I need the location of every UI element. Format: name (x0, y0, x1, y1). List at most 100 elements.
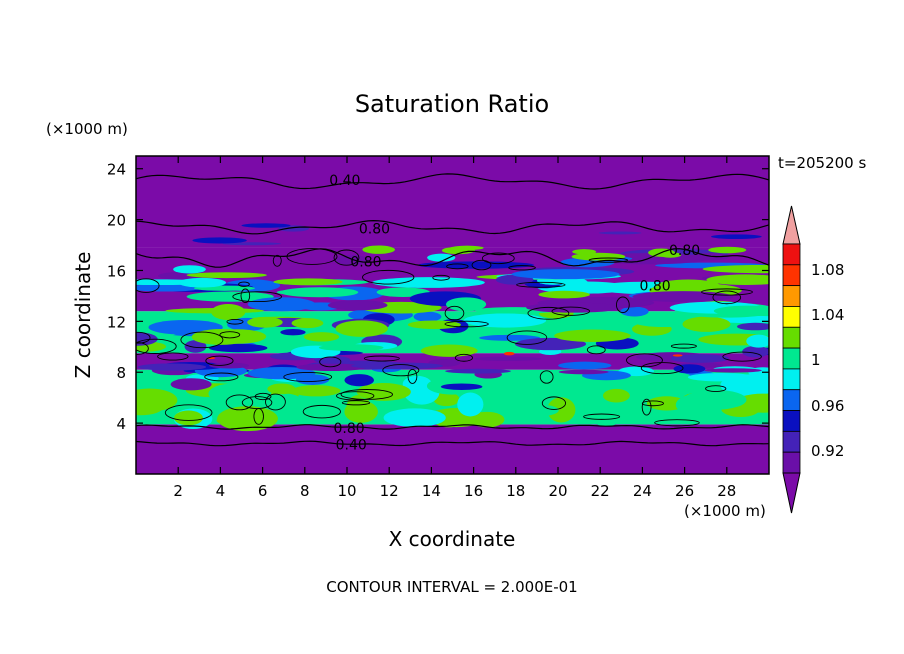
chart-title: Saturation Ratio (355, 90, 549, 118)
contour-line-040-lower (136, 440, 769, 447)
field-patch (351, 362, 444, 370)
contour-loop (283, 372, 333, 382)
field-patch (178, 277, 227, 288)
y-tick-label: 4 (116, 415, 126, 433)
field-patch (417, 261, 535, 269)
field-patch (136, 388, 178, 412)
contour-loop (363, 355, 400, 362)
contour-labels: 0.400.800.800.800.800.800.40 (329, 173, 700, 454)
contour-loop (341, 400, 371, 406)
colorbar-under-arrow (782, 472, 801, 514)
colorbar-segment (782, 306, 801, 328)
contour-loop (136, 331, 151, 344)
field-patch (186, 272, 267, 279)
contour-loop (286, 248, 338, 265)
contour-loop (626, 353, 663, 368)
contour-loop (551, 306, 591, 316)
field-patch (440, 383, 483, 390)
contour-loop (232, 291, 282, 303)
contour-label: 0.80 (334, 421, 365, 437)
contour-loop (238, 281, 250, 287)
field-patch (736, 322, 769, 331)
y-axis: 4 8 12 16 20 24 (107, 161, 769, 433)
field-patch (170, 378, 212, 391)
field-patch (659, 252, 682, 258)
contour-loop (362, 269, 415, 285)
field-patch (558, 361, 612, 370)
contour-loop (136, 338, 177, 354)
contour-loop (136, 278, 160, 293)
field-patch (247, 297, 316, 312)
colorbar-label: 0.92 (811, 442, 844, 460)
field-patch (192, 237, 247, 244)
contour-label: 0.80 (669, 243, 700, 259)
contour-loop (444, 320, 489, 328)
field-patch (276, 289, 321, 295)
y-axis-title: Z coordinate (71, 252, 95, 379)
field-patch (742, 345, 769, 358)
contour-loop (640, 362, 684, 375)
contour-line-080-lower (136, 424, 769, 430)
y-tick-label: 20 (107, 212, 126, 230)
contour-loop (541, 396, 567, 410)
contour-loop (705, 385, 727, 392)
field-patch (511, 269, 620, 280)
field-patch (173, 410, 203, 426)
contour-loop (670, 343, 697, 349)
contour-loop (527, 306, 570, 320)
field-patch (173, 265, 206, 274)
x-unit-label: (×1000 m) (684, 502, 766, 520)
field-patch (598, 231, 642, 235)
field-patch (572, 249, 597, 255)
contour-interval-label: CONTOUR INTERVAL = 2.000E-01 (326, 578, 577, 596)
x-tick-label: 10 (337, 482, 356, 500)
field-patch (247, 316, 283, 328)
contour-loop (722, 351, 762, 362)
field-patch (682, 316, 731, 332)
field-patch (690, 253, 729, 261)
colorbar-segment (782, 285, 801, 307)
contour-loop (319, 356, 342, 368)
y-tick-label: 16 (107, 262, 126, 280)
contour-line-080-mid (136, 248, 769, 268)
field-patch (656, 279, 721, 293)
x-tick-label: 4 (216, 482, 226, 500)
field-patch (267, 383, 296, 395)
contour-loop (240, 288, 251, 304)
field-patch (136, 332, 158, 346)
contour-loop (516, 281, 566, 288)
field-patch (457, 392, 484, 417)
colorbar-segment (782, 243, 801, 266)
field-patch (327, 300, 388, 311)
x-tick-label: 28 (717, 482, 736, 500)
x-tick-label: 18 (506, 482, 525, 500)
field-patch (713, 305, 769, 317)
contour-lines (136, 173, 769, 447)
field-patch (558, 369, 609, 375)
field-patch (526, 302, 621, 313)
field-patch (383, 408, 446, 428)
contour-loop (539, 370, 554, 384)
field-band (136, 424, 769, 474)
field-patch (670, 354, 729, 363)
plot-frame (135, 155, 770, 475)
x-tick-label: 8 (300, 482, 310, 500)
contour-loop (272, 254, 282, 267)
contour-loop (333, 249, 360, 266)
x-tick-label: 12 (380, 482, 399, 500)
contour-loop (481, 252, 515, 265)
field-patch (265, 393, 301, 406)
field-patch (318, 344, 384, 352)
field-patch (433, 392, 460, 407)
field-patch (222, 242, 281, 246)
contour-label: 0.80 (359, 222, 390, 238)
colorbar-segment (782, 368, 801, 391)
field-patch (632, 315, 697, 328)
field-band (136, 156, 769, 248)
y-tick-label: 8 (116, 364, 126, 382)
contour-loop (616, 296, 630, 314)
field-patch (334, 254, 369, 266)
field-patch (687, 372, 755, 382)
contour-loop (506, 330, 548, 345)
